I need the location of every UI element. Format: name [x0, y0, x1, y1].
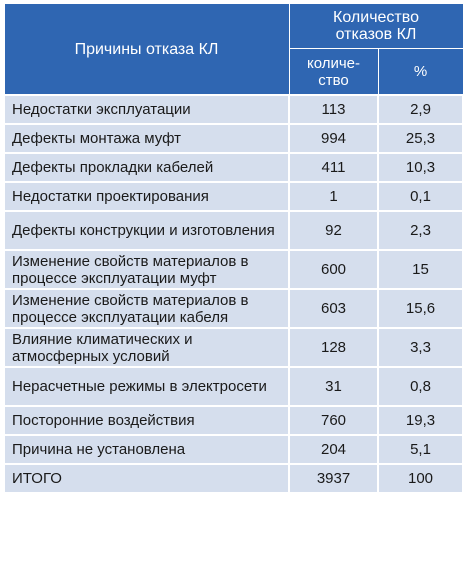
row-percent: 10,3	[376, 152, 465, 183]
row-percent: 19,3	[376, 405, 465, 436]
row-count: 92	[288, 210, 379, 251]
row-count: 1	[288, 181, 379, 212]
table-row: Влияние климатических и атмосферных усло…	[3, 327, 465, 368]
table-row: Дефекты прокладки кабелей 411 10,3	[3, 152, 465, 183]
row-percent: 15	[376, 249, 465, 290]
table-row: Дефекты монтажа муфт 994 25,3	[3, 123, 465, 154]
row-count: 31	[288, 366, 379, 407]
row-count: 760	[288, 405, 379, 436]
table-row: Недостатки эксплуатации 113 2,9	[3, 94, 465, 125]
row-percent: 2,9	[376, 94, 465, 125]
table-row: Недостатки проектирования 1 0,1	[3, 181, 465, 212]
table-row: Изменение свойств материалов в процессе …	[3, 249, 465, 290]
row-percent: 3,3	[376, 327, 465, 368]
row-reason: Нерасчетные режимы в электросети	[3, 366, 290, 407]
row-percent: 15,6	[376, 288, 465, 329]
row-percent: 0,8	[376, 366, 465, 407]
row-count: 113	[288, 94, 379, 125]
row-reason: Изменение свойств материалов в процессе …	[3, 288, 290, 329]
header-reason: Причины отказа КЛ	[3, 3, 290, 96]
row-count: 600	[288, 249, 379, 290]
table-row: Дефекты конструкции и изготовления 92 2,…	[3, 210, 465, 251]
row-reason: Недостатки проектирования	[3, 181, 290, 212]
total-row: ИТОГО 3937 100	[3, 463, 465, 494]
header-percent: %	[377, 48, 464, 96]
table-row: Посторонние воздействия 760 19,3	[3, 405, 465, 436]
row-reason: Влияние климатических и атмосферных усло…	[3, 327, 290, 368]
row-percent: 25,3	[376, 123, 465, 154]
table-body: Недостатки эксплуатации 113 2,9 Дефекты …	[3, 94, 465, 494]
table-header: Причины отказа КЛ Количество отказов КЛ к…	[3, 3, 464, 96]
row-count: 128	[288, 327, 379, 368]
row-reason: Недостатки эксплуатации	[3, 94, 290, 125]
header-failures-count-group: Количество отказов КЛ	[288, 3, 464, 49]
row-percent: 5,1	[376, 434, 465, 465]
row-reason: Посторонние воздействия	[3, 405, 290, 436]
total-count: 3937	[288, 463, 379, 494]
row-count: 204	[288, 434, 379, 465]
total-label: ИТОГО	[3, 463, 290, 494]
table-row: Нерасчетные режимы в электросети 31 0,8	[3, 366, 465, 407]
table-row: Причина не установлена 204 5,1	[3, 434, 465, 465]
row-percent: 2,3	[376, 210, 465, 251]
header-count: количе-ство	[288, 48, 379, 96]
row-percent: 0,1	[376, 181, 465, 212]
row-reason: Причина не установлена	[3, 434, 290, 465]
total-percent: 100	[376, 463, 465, 494]
row-reason: Дефекты конструкции и изготовления	[3, 210, 290, 251]
table-row: Изменение свойств материалов в процессе …	[3, 288, 465, 329]
row-count: 603	[288, 288, 379, 329]
row-reason: Дефекты монтажа муфт	[3, 123, 290, 154]
row-count: 994	[288, 123, 379, 154]
row-reason: Изменение свойств материалов в процессе …	[3, 249, 290, 290]
row-reason: Дефекты прокладки кабелей	[3, 152, 290, 183]
failure-causes-table: Причины отказа КЛ Количество отказов КЛ к…	[3, 3, 465, 494]
row-count: 411	[288, 152, 379, 183]
